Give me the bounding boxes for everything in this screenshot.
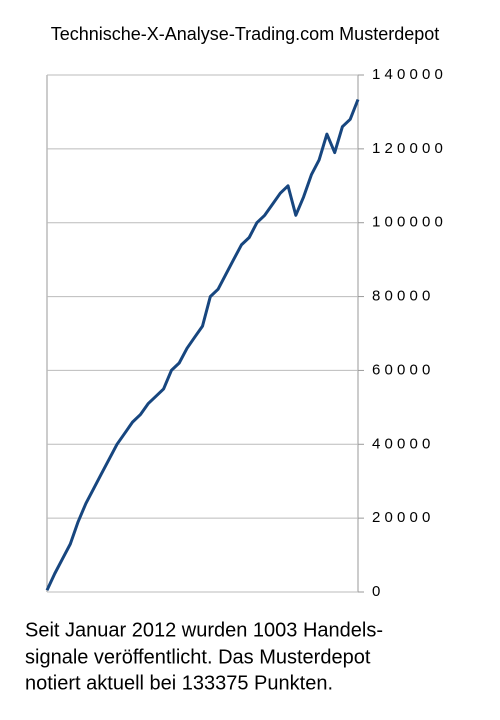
caption-line: signale veröffentlicht. Das Musterdepot — [25, 646, 371, 668]
caption-line: Seit Januar 2012 wurden 1003 Handels- — [25, 619, 383, 641]
chart-title: Technische-X-Analyse-Trading.com Musterd… — [51, 24, 440, 44]
y-tick-label: 4 0 0 0 0 — [372, 435, 430, 452]
y-tick-label: 2 0 0 0 0 — [372, 509, 430, 526]
line-series — [45, 98, 360, 591]
y-tick-label: 1 4 0 0 0 0 — [372, 66, 443, 83]
y-tick-label: 6 0 0 0 0 — [372, 361, 430, 378]
y-tick-label: 8 0 0 0 0 — [372, 288, 430, 305]
y-tick-label: 0 — [372, 583, 380, 600]
caption-line: notiert aktuell bei 133375 Punkten. — [25, 672, 333, 694]
y-tick-label: 1 2 0 0 0 0 — [372, 140, 443, 157]
y-tick-label: 1 0 0 0 0 0 — [372, 214, 443, 231]
